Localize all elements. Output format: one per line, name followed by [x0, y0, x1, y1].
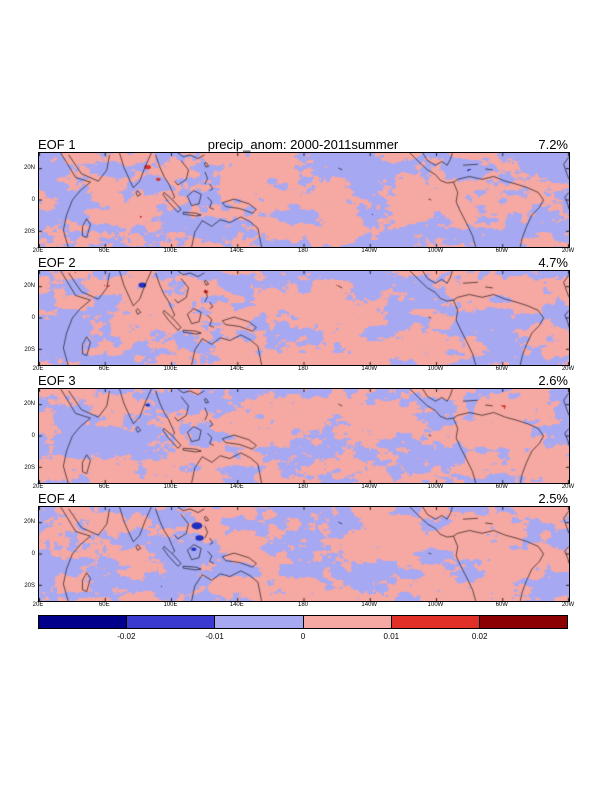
colorbar-segment [214, 616, 303, 628]
x-tick-label: 100W [427, 366, 444, 372]
x-tick-label: 100E [163, 484, 178, 490]
map-wrap: 20N 0 20S [24, 152, 570, 248]
variance-label: 7.2% [538, 137, 568, 152]
y-tick-label: 20N [23, 165, 35, 172]
x-tick-label: 140W [361, 248, 378, 254]
x-tick-label: 180 [297, 602, 309, 608]
x-tick-label: 140W [361, 602, 378, 608]
x-tick-label: 60W [495, 484, 508, 490]
y-axis-ticks: 20N 0 20S [21, 270, 36, 366]
x-tick-label: 20E [32, 366, 44, 372]
map-wrap: 20N 0 20S [24, 270, 570, 366]
panel-header: EOF 2 4.7% [38, 254, 568, 270]
x-tick-label: 20E [32, 484, 44, 490]
x-tick-label: 20W [561, 248, 575, 254]
eof4-map [38, 506, 570, 602]
colorbar-segment [39, 616, 127, 628]
figure-title: precip_anom: 2000-2011summer [207, 137, 399, 152]
colorbar-tick-label: 0.01 [383, 632, 400, 641]
y-tick-label: 0 [31, 315, 35, 321]
eof3-map [38, 388, 570, 484]
y-tick-label: 0 [31, 433, 35, 439]
variance-label: 2.5% [538, 491, 568, 506]
y-tick-label: 20N [23, 519, 35, 526]
x-tick-label: 100E [163, 602, 178, 608]
x-tick-label: 100W [427, 484, 444, 490]
x-tick-label: 180 [297, 366, 309, 372]
variance-label: 4.7% [538, 255, 568, 270]
y-axis-ticks: 20N 0 20S [21, 388, 36, 484]
x-axis-ticks: 20E 60E 100E 140E 180 140W 100W 60W 20W [33, 484, 575, 490]
colorbar: -0.02 -0.01 0 0.01 0.02 [38, 615, 568, 643]
x-tick-label: 60E [98, 484, 110, 490]
colorbar-tick-label: -0.02 [117, 632, 136, 641]
y-tick-label: 20S [24, 346, 35, 353]
x-tick-label: 140W [361, 366, 378, 372]
x-axis-ticks: 20E 60E 100E 140E 180 140W 100W 60W 20W [33, 248, 575, 254]
y-tick-label: 20S [24, 464, 35, 471]
x-tick-label: 100W [427, 248, 444, 254]
y-tick-label: 20S [24, 228, 35, 235]
y-tick-label: 20N [23, 401, 35, 408]
colorbar-segment [302, 616, 391, 628]
colorbar-tick-label: 0.02 [471, 632, 488, 641]
panel-header: EOF 1 precip_anom: 2000-2011summer 7.2% [38, 136, 568, 152]
y-axis-ticks: 20N 0 20S [21, 506, 36, 602]
y-tick-label: 0 [31, 197, 35, 203]
x-tick-label: 100E [163, 248, 178, 254]
colorbar-tick-labels: -0.02 -0.01 0 0.01 0.02 [38, 632, 568, 643]
x-axis-ticks: 20E 60E 100E 140E 180 140W 100W 60W 20W [33, 366, 575, 372]
x-tick-label: 140E [229, 602, 244, 608]
eof-panel-4: EOF 4 2.5% 20N 0 20S 20E 60E 100E 140E 180 140W… [24, 490, 575, 608]
x-tick-label: 20W [561, 484, 575, 490]
x-tick-label: 60W [495, 366, 508, 372]
eof2-map [38, 270, 570, 366]
eof-label: EOF 2 [38, 255, 76, 270]
map-wrap: 20N 0 20S [24, 388, 570, 484]
x-tick-label: 140E [229, 366, 244, 372]
x-tick-label: 100E [163, 366, 178, 372]
colorbar-tick-label: 0 [300, 632, 306, 641]
x-tick-label: 20W [561, 366, 575, 372]
eof-label: EOF 3 [38, 373, 76, 388]
y-tick-label: 0 [31, 551, 35, 557]
eof-label: EOF 1 [38, 137, 76, 152]
x-axis-ticks: 20E 60E 100E 140E 180 140W 100W 60W 20W [33, 602, 575, 608]
x-tick-label: 20E [32, 602, 44, 608]
x-tick-label: 60E [98, 602, 110, 608]
x-tick-label: 180 [297, 484, 309, 490]
x-tick-label: 140E [229, 248, 244, 254]
variance-label: 2.6% [538, 373, 568, 388]
y-tick-label: 20N [23, 283, 35, 290]
y-tick-label: 20S [24, 582, 35, 589]
colorbar-segments [38, 615, 568, 629]
panel-header: EOF 3 2.6% [38, 372, 568, 388]
x-tick-label: 140W [361, 484, 378, 490]
panel-header: EOF 4 2.5% [38, 490, 568, 506]
x-tick-label: 60E [98, 366, 110, 372]
eof-panel-3: EOF 3 2.6% 20N 0 20S 20E 60E 100E 140E 180 140W… [24, 372, 575, 490]
x-tick-label: 60W [495, 248, 508, 254]
colorbar-segment [390, 616, 479, 628]
eof-panel-1: EOF 1 precip_anom: 2000-2011summer 7.2% … [24, 136, 575, 254]
eof1-map [38, 152, 570, 248]
plot-area: EOF 1 precip_anom: 2000-2011summer 7.2% … [24, 136, 575, 643]
x-tick-label: 20W [561, 602, 575, 608]
x-tick-label: 60W [495, 602, 508, 608]
eof-panel-2: EOF 2 4.7% 20N 0 20S 20E 60E 100E 140E 180 140W… [24, 254, 575, 372]
colorbar-segment [478, 616, 568, 628]
eof-label: EOF 4 [38, 491, 76, 506]
y-axis-ticks: 20N 0 20S [21, 152, 36, 248]
x-tick-label: 100W [427, 602, 444, 608]
x-tick-label: 60E [98, 248, 110, 254]
x-tick-label: 20E [32, 248, 44, 254]
x-tick-label: 140E [229, 484, 244, 490]
x-tick-label: 180 [297, 248, 309, 254]
colorbar-segment [126, 616, 215, 628]
map-wrap: 20N 0 20S [24, 506, 570, 602]
colorbar-tick-label: -0.01 [205, 632, 224, 641]
